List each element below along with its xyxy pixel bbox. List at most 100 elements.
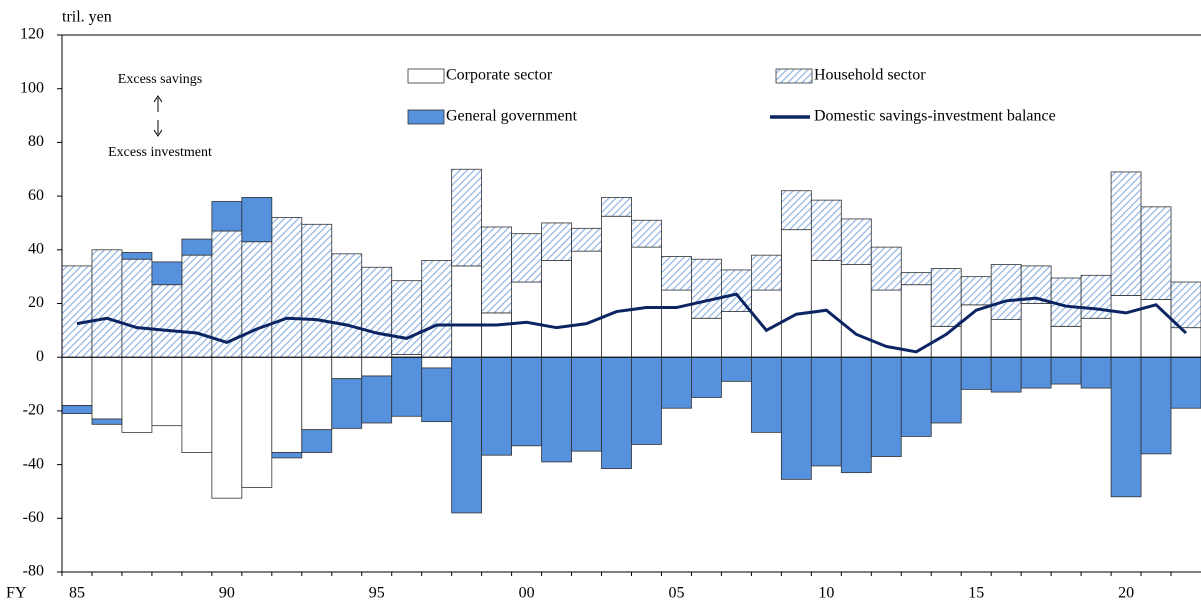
x-tick-label: 95: [369, 585, 385, 602]
bar: [1050, 356, 1082, 385]
y-tick-label: -20: [23, 402, 44, 419]
bar: [361, 356, 393, 377]
bar: [661, 289, 692, 358]
bar: [541, 222, 572, 261]
annotation: Excess investment: [108, 145, 212, 160]
x-tick-label: 85: [69, 585, 85, 602]
y-tick-label: 120: [20, 26, 44, 43]
bar: [511, 281, 542, 358]
legend-swatch: [407, 109, 445, 125]
bar: [421, 356, 453, 369]
bar: [960, 304, 992, 358]
annotation-arrows: [153, 95, 163, 137]
bar: [1170, 356, 1201, 409]
x-tick-label: 05: [668, 585, 684, 602]
bar: [271, 356, 303, 453]
legend-label: Domestic savings-investment balance: [814, 108, 1056, 125]
bar: [331, 253, 363, 358]
legend-label: Household sector: [814, 67, 926, 84]
bar: [151, 284, 183, 358]
bar: [121, 252, 153, 260]
bar: [1170, 281, 1201, 329]
bar: [61, 356, 93, 406]
bar: [511, 356, 542, 447]
y-tick-label: 60: [28, 187, 44, 204]
bar: [181, 254, 213, 358]
bar: [451, 356, 483, 514]
y-axis-title: tril. yen: [62, 9, 112, 26]
bar: [930, 356, 962, 424]
bar: [780, 356, 812, 480]
bar: [121, 356, 153, 433]
y-tick-label: 40: [28, 240, 44, 257]
bar: [481, 312, 513, 358]
bar: [721, 311, 752, 358]
bar: [211, 230, 243, 358]
bar: [151, 261, 183, 286]
bar: [1140, 299, 1172, 358]
bar: [990, 264, 1022, 321]
bar: [271, 217, 303, 358]
x-tick-label: 15: [968, 585, 984, 602]
bar: [960, 276, 992, 306]
bar: [960, 356, 992, 390]
bar: [451, 265, 483, 358]
bar: [930, 268, 962, 327]
bar: [481, 226, 513, 314]
bar: [571, 227, 602, 252]
bar: [391, 356, 423, 417]
bar: [691, 356, 722, 398]
bar: [211, 356, 243, 499]
bar: [271, 452, 303, 459]
bar: [1050, 325, 1082, 358]
bar: [301, 356, 333, 431]
bar: [1140, 206, 1172, 300]
bar: [1080, 356, 1112, 389]
bar: [91, 356, 123, 420]
bar: [361, 375, 393, 424]
bar: [780, 190, 812, 231]
bar: [721, 356, 752, 382]
bar: [1110, 295, 1142, 358]
bar: [990, 356, 1022, 393]
bar: [91, 249, 123, 358]
bar: [1080, 317, 1112, 358]
bar: [61, 405, 93, 414]
x-axis-title: FY: [6, 585, 27, 602]
bar: [631, 356, 662, 445]
bar: [601, 197, 632, 217]
y-tick-label: 80: [28, 133, 44, 150]
bar: [91, 418, 123, 425]
legend-label: Corporate sector: [446, 67, 553, 84]
bar: [840, 264, 872, 358]
x-tick-label: 00: [519, 585, 535, 602]
bar: [1080, 274, 1112, 319]
bar: [1110, 356, 1142, 498]
bar: [601, 215, 632, 358]
x-tick-label: 90: [219, 585, 235, 602]
bar: [870, 246, 902, 291]
bar: [241, 356, 273, 488]
bar: [990, 319, 1022, 358]
bar: [631, 219, 662, 248]
bar: [661, 256, 692, 291]
bar: [541, 260, 572, 358]
bar: [1140, 356, 1172, 455]
y-tick-label: -60: [23, 509, 44, 526]
bar: [840, 218, 872, 265]
bar: [571, 356, 602, 452]
bar: [661, 356, 692, 409]
bar: [361, 266, 393, 358]
y-tick-label: 100: [20, 79, 44, 96]
bar: [391, 280, 423, 355]
bar: [241, 241, 273, 358]
legend-swatch: [407, 68, 445, 84]
bar: [601, 356, 632, 470]
bar: [421, 367, 453, 423]
bar: [331, 378, 363, 429]
bar: [541, 356, 572, 463]
bar: [750, 356, 782, 433]
bar: [1020, 356, 1052, 389]
y-tick-label: 20: [28, 294, 44, 311]
